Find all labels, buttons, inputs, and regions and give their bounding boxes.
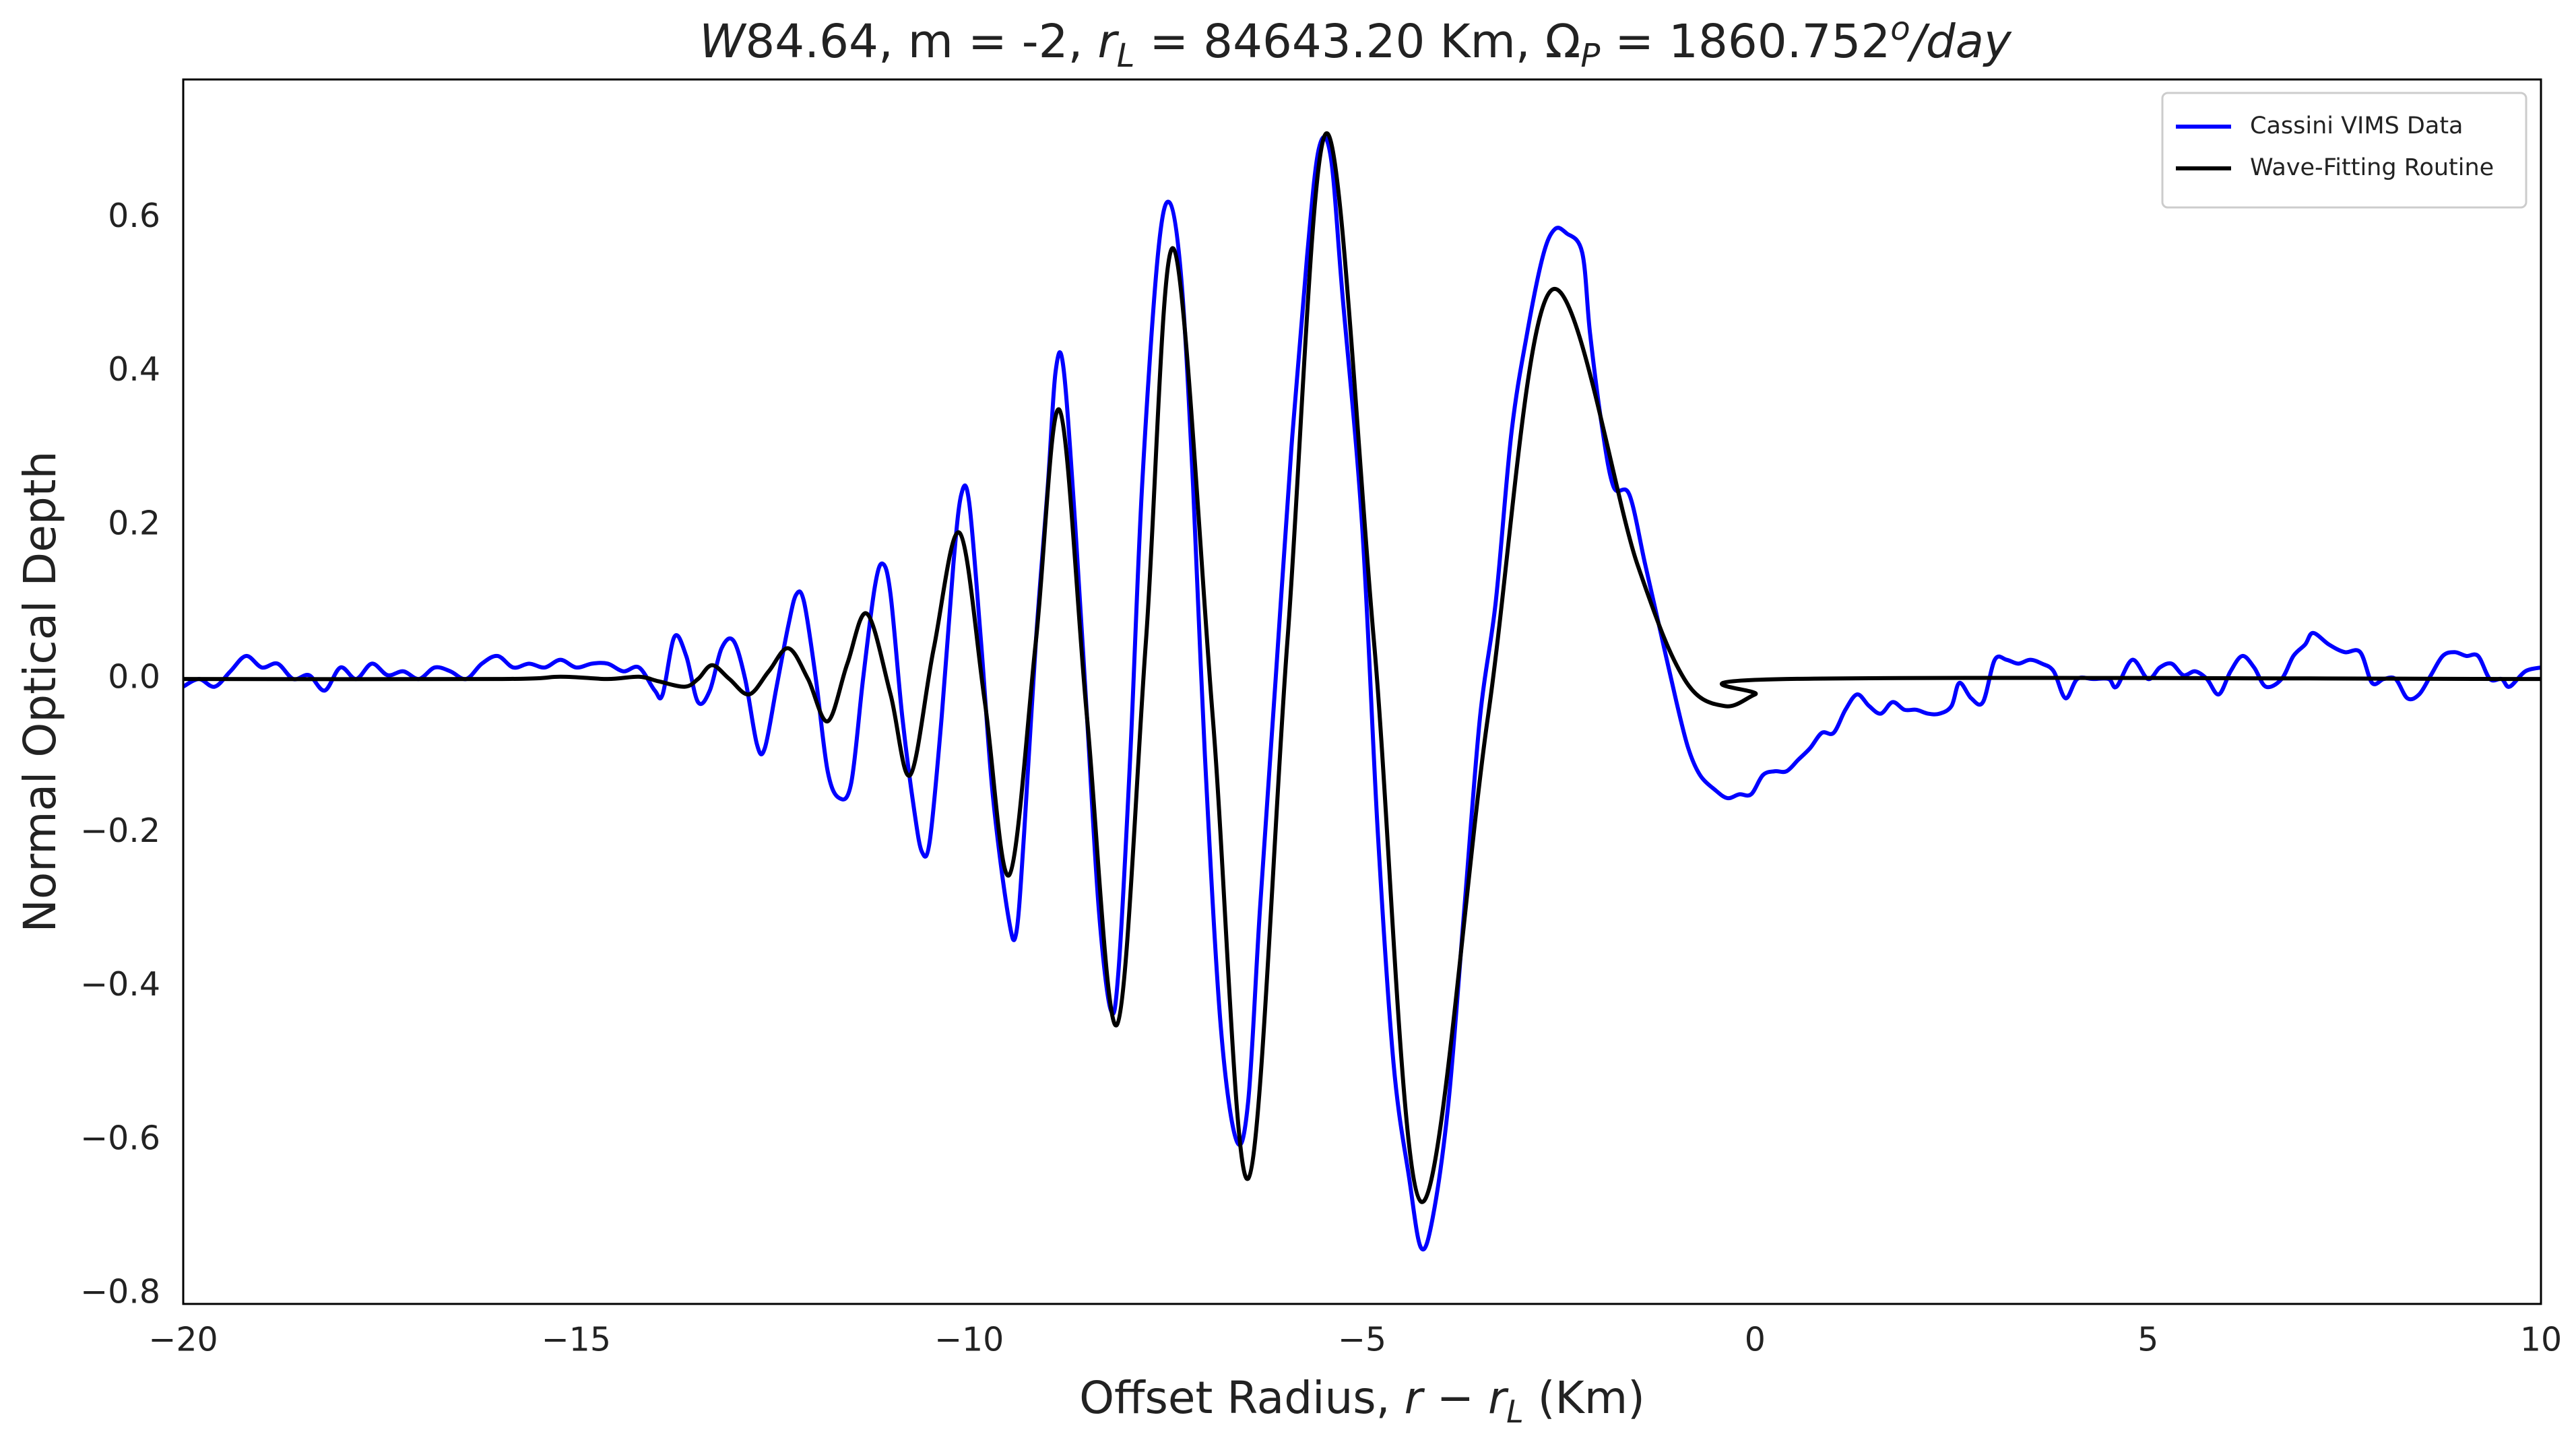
y-tick-label: 0.4 xyxy=(108,350,160,389)
title-part: 84.64, m = -2, xyxy=(745,15,1097,69)
plot-frame xyxy=(182,78,2542,1305)
x-tick-label: −20 xyxy=(148,1321,218,1359)
x-tick-label: 10 xyxy=(2520,1321,2562,1359)
x-tick-label: 5 xyxy=(2137,1321,2158,1359)
title-part: o xyxy=(1890,10,1910,48)
x-label-part: Offset Radius, xyxy=(1079,1372,1405,1424)
y-tick-label: −0.8 xyxy=(80,1273,160,1311)
title-part: r xyxy=(1097,15,1119,69)
x-label-part: (Km) xyxy=(1524,1372,1645,1424)
title-part: = 84643.20 Km, Ω xyxy=(1135,15,1581,69)
x-label-part: r − r xyxy=(1405,1372,1509,1424)
legend-label: Cassini VIMS Data xyxy=(2250,112,2464,139)
y-tick-label: −0.2 xyxy=(80,812,160,850)
x-axis-label: Offset Radius, r − rL (Km) xyxy=(1079,1372,1645,1430)
x-tick-label: −15 xyxy=(542,1321,611,1359)
y-tick-label: −0.6 xyxy=(80,1119,160,1157)
y-tick-label: 0.6 xyxy=(108,197,160,235)
title-part: = 1860.752 xyxy=(1600,15,1890,69)
y-tick-label: −0.4 xyxy=(80,965,160,1004)
data-line xyxy=(183,131,2541,1204)
x-tick-label: −5 xyxy=(1338,1321,1386,1359)
x-tick-label: 0 xyxy=(1745,1321,1766,1359)
chart-title: W84.64, m = -2, rL = 84643.20 Km, ΩP = 1… xyxy=(699,10,2012,75)
legend-label: Wave-Fitting Routine xyxy=(2250,154,2494,181)
title-part: P xyxy=(1580,37,1600,75)
title-part: /day xyxy=(1906,15,2012,69)
y-axis-label: Normal Optical Depth xyxy=(14,451,66,933)
legend-box xyxy=(2161,92,2527,209)
title-part: L xyxy=(1117,37,1135,75)
y-tick-label: 0.2 xyxy=(108,504,160,542)
x-tick-label: −10 xyxy=(934,1321,1004,1359)
data-line xyxy=(183,135,2541,1251)
title-part: W xyxy=(699,15,747,69)
y-tick-label: 0.0 xyxy=(108,658,160,696)
x-label-part: L xyxy=(1506,1394,1524,1430)
